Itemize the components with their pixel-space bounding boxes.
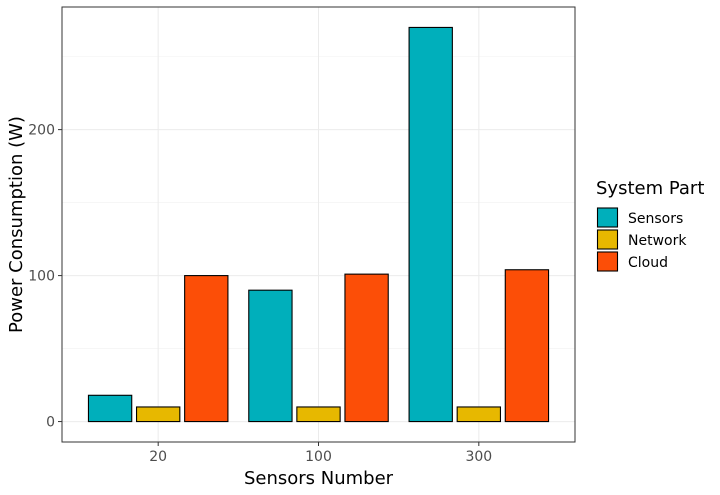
legend-key-sensors	[596, 207, 619, 228]
y-tick-label: 0	[46, 415, 55, 431]
bar-cloud-100	[344, 273, 389, 423]
bar-sensors-20	[87, 394, 133, 423]
bar-sensors-100	[248, 289, 293, 423]
legend-label-cloud: Cloud	[628, 255, 668, 271]
y-tick-label: 200	[28, 123, 55, 139]
y-axis-title: Power Consumption (W)	[6, 116, 27, 333]
y-tick-label: 100	[28, 269, 55, 285]
bars-group	[87, 26, 550, 423]
legend-title: System Part	[596, 178, 704, 199]
legend: System Part Sensors Network Cloud	[596, 178, 704, 272]
x-tick-label: 20	[149, 449, 167, 465]
bar-cloud-300	[504, 269, 550, 423]
x-axis: 20 100 300	[149, 442, 492, 465]
bar-network-20	[135, 406, 181, 423]
bar-network-300	[456, 406, 502, 423]
y-axis: 0 100 200	[28, 123, 62, 431]
bar-cloud-20	[184, 275, 229, 423]
legend-key-cloud	[596, 251, 619, 272]
bar-network-100	[296, 406, 341, 423]
x-axis-title: Sensors Number	[244, 468, 394, 489]
legend-label-sensors: Sensors	[628, 211, 683, 227]
legend-label-network: Network	[628, 233, 687, 249]
x-tick-label: 100	[305, 449, 332, 465]
bar-sensors-300	[408, 26, 453, 423]
legend-key-network	[596, 229, 619, 250]
x-tick-label: 300	[465, 449, 492, 465]
